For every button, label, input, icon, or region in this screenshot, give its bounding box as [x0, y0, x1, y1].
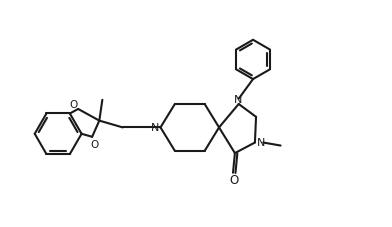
Text: N: N [234, 94, 242, 104]
Text: O: O [229, 173, 238, 186]
Text: N: N [151, 123, 160, 133]
Text: O: O [90, 139, 98, 149]
Text: O: O [69, 100, 78, 110]
Text: N: N [257, 137, 265, 147]
